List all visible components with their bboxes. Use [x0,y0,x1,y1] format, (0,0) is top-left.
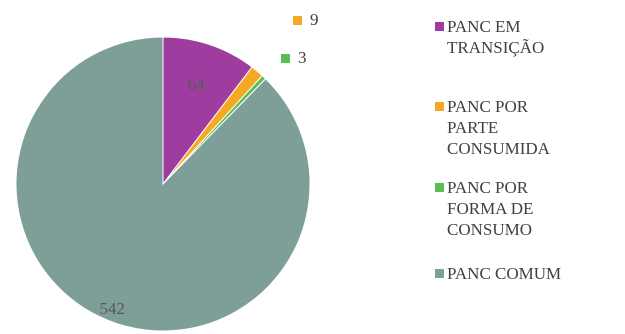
legend-swatch [435,102,444,111]
callout-swatch-orange [293,15,302,25]
legend-label: PANC POR PARTE CONSUMIDA [447,97,550,158]
legend-label: PANC COMUM [447,264,562,283]
callout-panc-por-forma-de-consumo: 3 [281,48,307,68]
legend-swatch [435,269,444,278]
slice-panc-comum [15,36,311,332]
data-label-panc-comum: 542 [99,299,125,319]
callout-panc-por-parte-consumida: 9 [293,10,319,30]
legend-item-panc-por-parte-consumida: PANC POR PARTE CONSUMIDA [435,96,559,159]
slice-panc-em-transicao [162,36,253,186]
data-label-panc-por-parte-consumida: 9 [310,10,319,29]
legend-label: PANC EM TRANSIÇÃO [447,17,545,57]
legend-item-panc-por-forma-de-consumo: PANC POR FORMA DE CONSUMO [435,177,547,240]
callout-swatch-green [281,53,290,63]
legend-swatch [435,183,444,192]
data-label-panc-em-transicao: 64 [187,75,205,95]
data-label-panc-por-forma-de-consumo: 3 [298,48,307,67]
legend-swatch [435,22,444,31]
legend-item-panc-em-transicao: PANC EM TRANSIÇÃO [435,16,615,58]
legend-label: PANC POR FORMA DE CONSUMO [447,178,534,239]
legend-item-panc-comum: PANC COMUM [435,263,615,284]
